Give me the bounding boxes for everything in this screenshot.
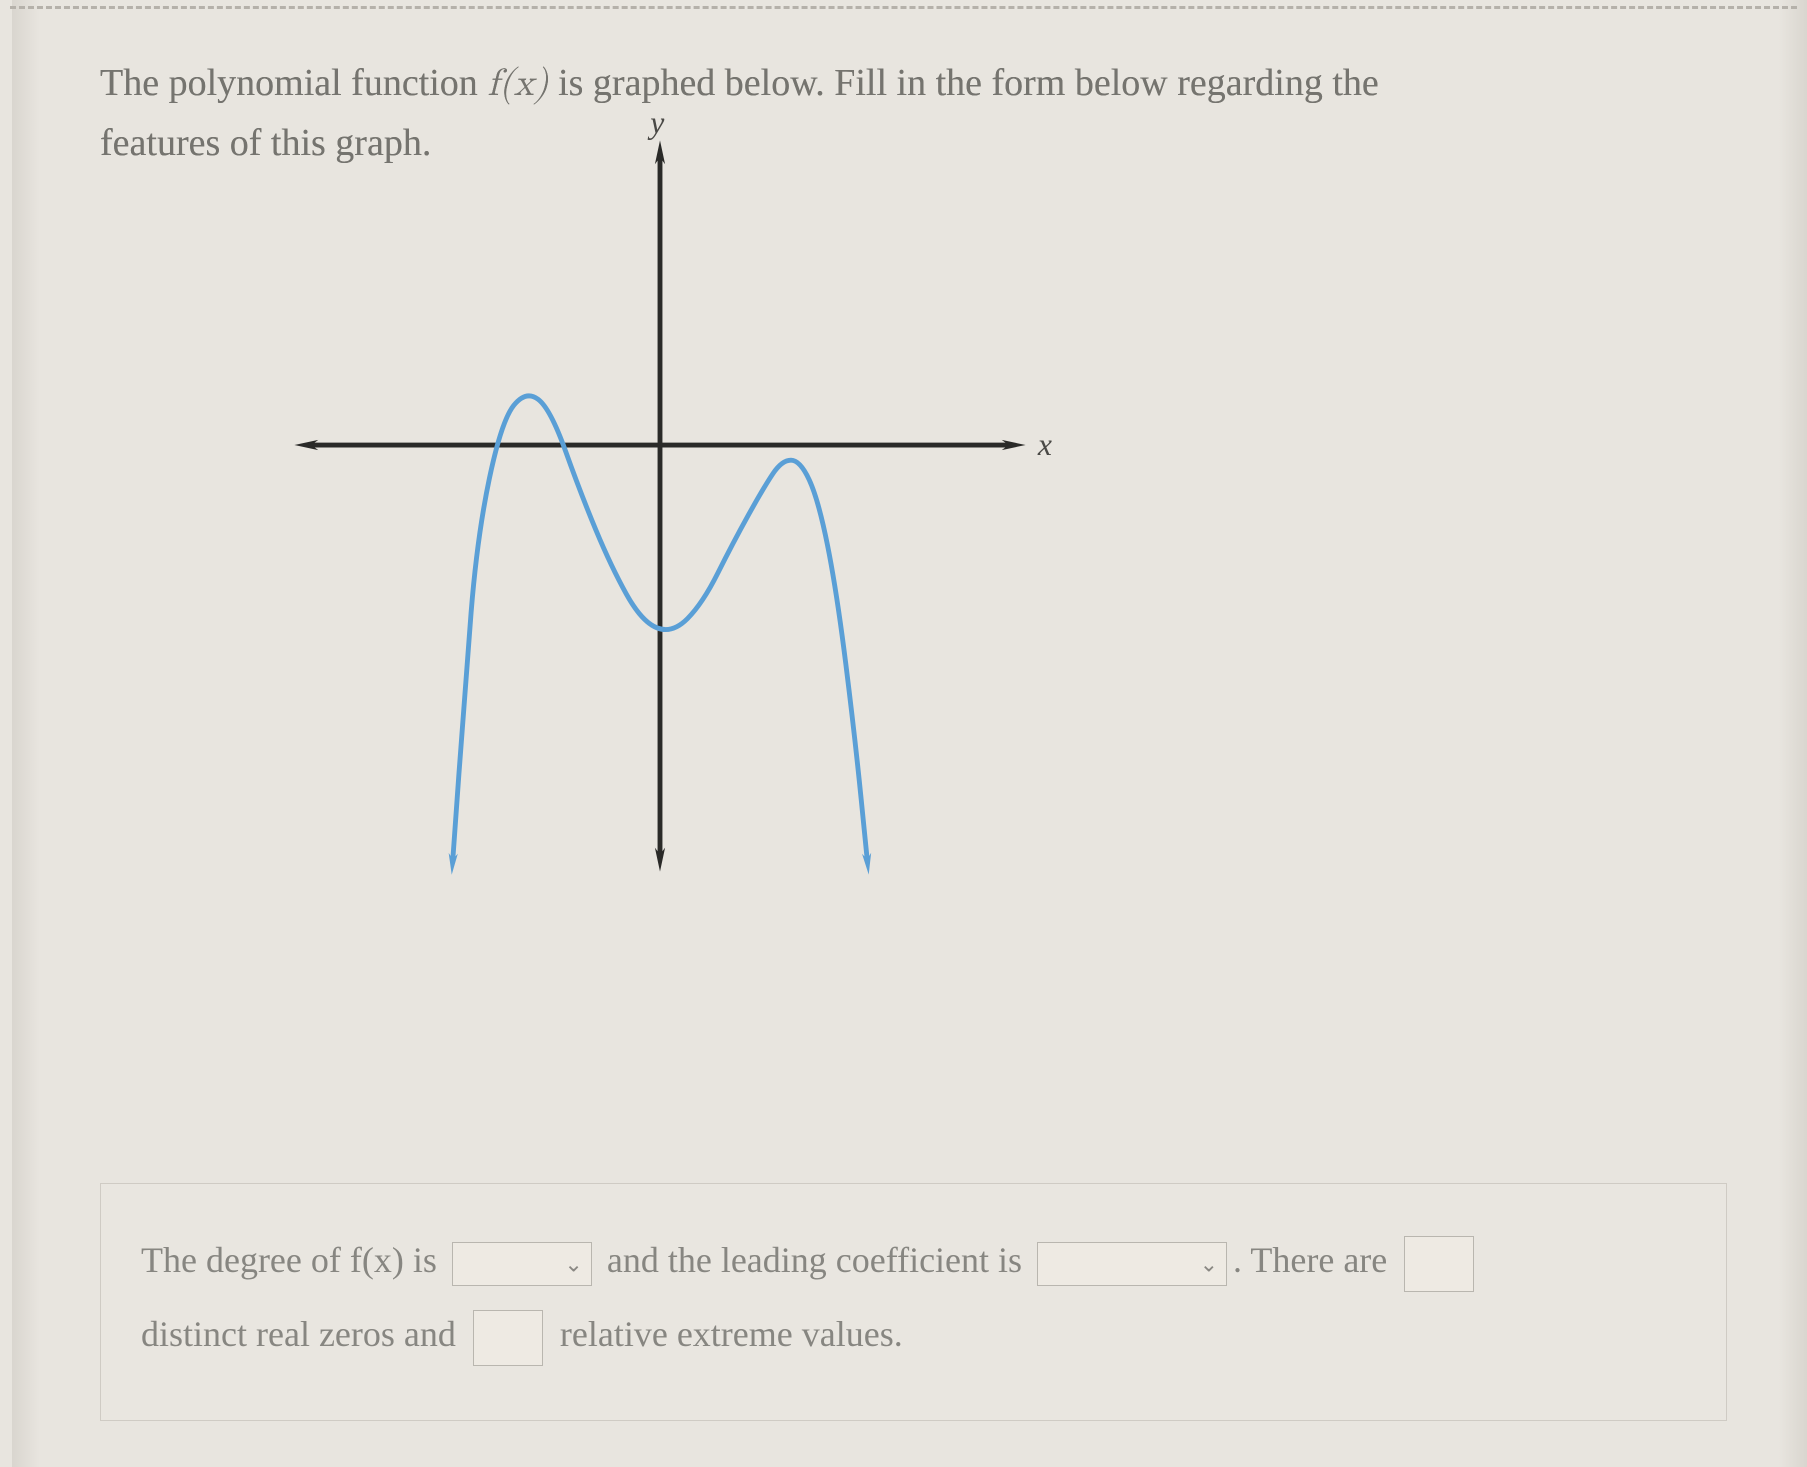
prompt-text-post: is graphed below. Fill in the form below… — [549, 62, 1379, 104]
svg-text:x: x — [1037, 427, 1052, 462]
binding-shadow-right — [1767, 0, 1807, 1467]
prompt-math: f(x) — [487, 65, 548, 103]
polynomial-graph: yx — [270, 250, 1050, 1030]
question-prompt: The polynomial function f(x) is graphed … — [100, 54, 1727, 173]
label-relative: relative extreme values. — [560, 1314, 903, 1354]
select-leading-coefficient[interactable]: ⌄ — [1037, 1242, 1227, 1286]
answer-row-2: distinct real zeros and relative extreme… — [141, 1298, 1686, 1372]
binding-shadow-left — [12, 0, 52, 1467]
input-distinct-zeros[interactable] — [1404, 1236, 1474, 1292]
chevron-down-icon: ⌄ — [564, 1242, 582, 1287]
label-distinct: distinct real zeros and — [141, 1314, 456, 1354]
worksheet-page: The polynomial function f(x) is graphed … — [0, 0, 1807, 1467]
answer-panel: The degree of f(x) is ⌄ and the leading … — [100, 1183, 1727, 1421]
chevron-down-icon: ⌄ — [1200, 1242, 1218, 1287]
graph-svg: yx — [270, 250, 1050, 1030]
label-degree: The degree of f(x) is — [141, 1240, 437, 1280]
svg-text:y: y — [647, 105, 665, 140]
label-leading: and the leading coefficient is — [607, 1240, 1022, 1280]
label-there-are: . There are — [1233, 1240, 1387, 1280]
prompt-text-pre: The polynomial function — [100, 62, 487, 104]
input-relative-extremes[interactable] — [473, 1310, 543, 1366]
prompt-line2: features of this graph. — [100, 122, 431, 164]
top-dashed-rule — [10, 6, 1797, 9]
answer-row-1: The degree of f(x) is ⌄ and the leading … — [141, 1224, 1686, 1298]
select-degree[interactable]: ⌄ — [452, 1242, 592, 1286]
